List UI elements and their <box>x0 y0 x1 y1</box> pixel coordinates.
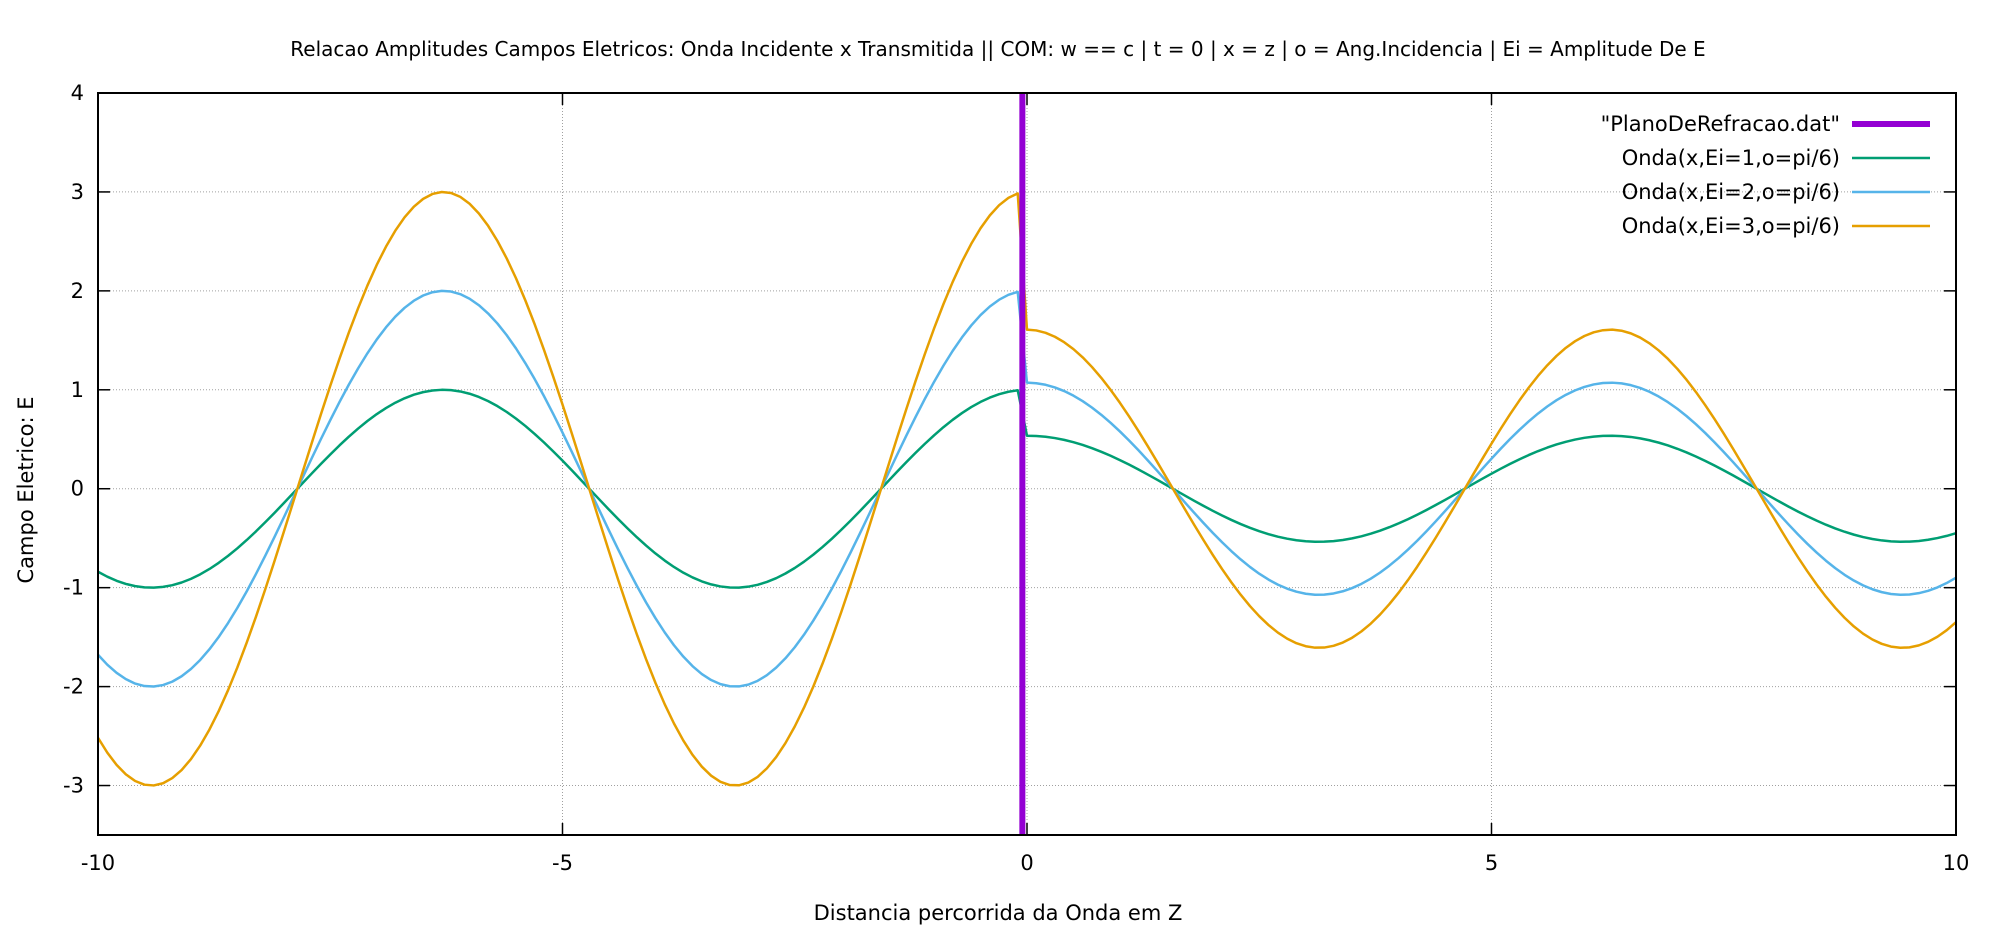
chart-title: Relacao Amplitudes Campos Eletricos: Ond… <box>290 37 1705 61</box>
y-tick-label-5: 2 <box>71 279 84 303</box>
y-tick-label-4: 1 <box>71 378 84 402</box>
x-tick-label-1: -5 <box>552 851 573 875</box>
x-tick-label-4: 10 <box>1943 851 1970 875</box>
x-tick-label-2: 0 <box>1020 851 1033 875</box>
legend-label-0: "PlanoDeRefracao.dat" <box>1601 112 1840 136</box>
y-tick-label-6: 3 <box>71 180 84 204</box>
y-tick-label-3: 0 <box>71 477 84 501</box>
y-axis-label: Campo Eletrico: E <box>14 397 38 584</box>
y-tick-label-0: -3 <box>63 774 84 798</box>
series-line-1 <box>97 388 1957 589</box>
legend-label-3: Onda(x,Ei=3,o=pi/6) <box>1622 214 1840 238</box>
x-axis-label: Distancia percorrida da Onda em Z <box>814 901 1183 925</box>
x-tick-label-3: 5 <box>1485 851 1498 875</box>
series-line-3 <box>96 190 1957 787</box>
x-tick-label-0: -10 <box>81 851 115 875</box>
legend: "PlanoDeRefracao.dat" Onda(x,Ei=1,o=pi/6)… <box>1601 112 1930 238</box>
legend-label-2: Onda(x,Ei=2,o=pi/6) <box>1622 180 1840 204</box>
series-group <box>96 190 1957 787</box>
grid <box>98 93 1956 835</box>
ticks <box>97 92 1957 835</box>
series-line-2 <box>97 289 1957 688</box>
y-tick-label-1: -2 <box>63 675 84 699</box>
y-tick-label-2: -1 <box>63 576 84 600</box>
y-tick-label-7: 4 <box>71 81 84 105</box>
legend-label-1: Onda(x,Ei=1,o=pi/6) <box>1622 146 1840 170</box>
